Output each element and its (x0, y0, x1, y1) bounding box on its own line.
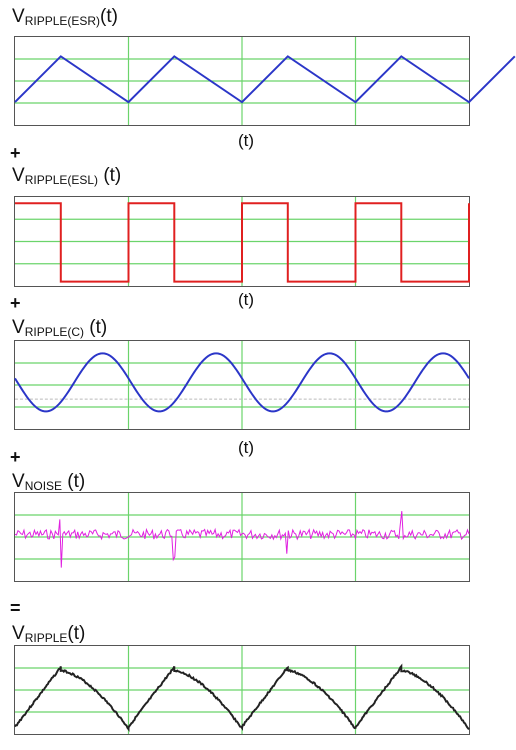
waveform-panel-total (14, 645, 470, 735)
time-label: (t) (238, 131, 255, 150)
waveform-trace (14, 663, 470, 732)
plus-operator: + (10, 447, 21, 467)
waveform-trace (15, 202, 470, 283)
plus-operator: + (10, 143, 21, 163)
label-ripple-esl: VRIPPLE(ESL) (t) (12, 165, 122, 188)
waveform-total (14, 646, 470, 734)
time-label: (t) (238, 438, 255, 457)
equals-operator: = (10, 598, 21, 618)
waveform-trace (14, 55, 516, 104)
label-ripple-total: VRIPPLE(t) (12, 623, 86, 646)
waveform-panel-noise (14, 492, 470, 582)
waveform-panel-esl (14, 196, 470, 287)
time-label: (t) (238, 290, 255, 309)
waveform-trace (14, 511, 470, 568)
waveform-esl (15, 197, 470, 286)
waveform-panel-c (14, 340, 470, 430)
waveform-trace (14, 352, 470, 413)
waveform-panel-esr (14, 36, 516, 126)
label-ripple-esr: VRIPPLE(ESR)(t) (12, 6, 118, 29)
label-ripple-c: VRIPPLE(C) (t) (12, 317, 108, 340)
waveform-c (14, 341, 470, 429)
label-noise: VNOISE (t) (12, 471, 86, 494)
waveform-noise (14, 493, 470, 581)
plus-operator: + (10, 293, 21, 313)
waveform-esr (14, 37, 516, 125)
